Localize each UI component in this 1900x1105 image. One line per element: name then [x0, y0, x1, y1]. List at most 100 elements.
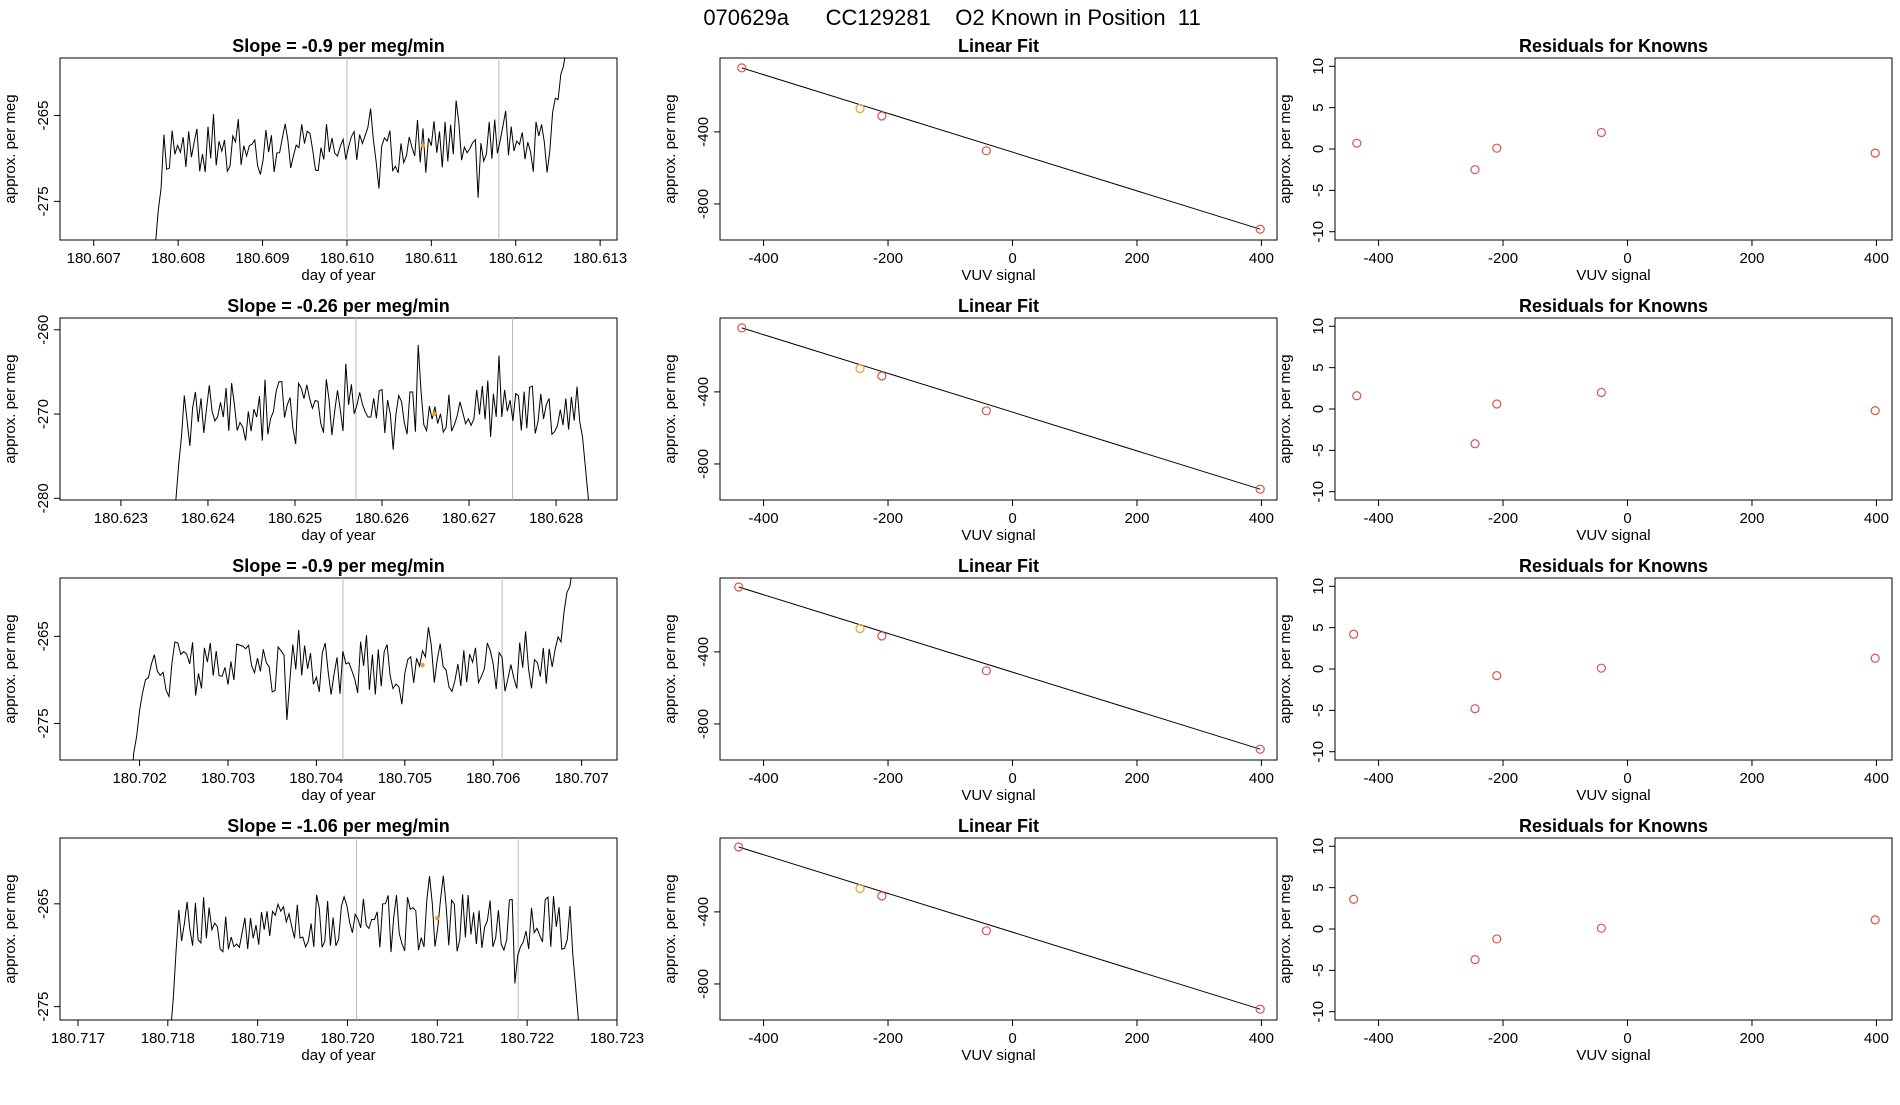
plot-frame — [1334, 317, 1893, 501]
x-tick-label: 200 — [1124, 250, 1149, 267]
x-axis-label: day of year — [301, 1047, 375, 1064]
x-axis-label: VUV signal — [1576, 1047, 1650, 1064]
x-tick-label: -200 — [873, 250, 903, 267]
x-tick-label: 400 — [1864, 770, 1889, 787]
y-axis-label: approx. per meg — [1277, 874, 1294, 983]
data-point — [1492, 399, 1502, 409]
chart-panel-residuals-2: Residuals for Knowns -400 -200 0 200 400 -10 -5… — [1277, 296, 1893, 544]
y-tick-label: 0 — [1310, 925, 1327, 933]
y-tick-label: 0 — [1310, 665, 1327, 673]
y-tick-label: 0 — [1310, 145, 1327, 153]
x-tick-label: 200 — [1739, 770, 1764, 787]
x-tick-label: -200 — [1488, 770, 1518, 787]
chart-panel-residuals-3: Residuals for Knowns -400 -200 0 200 400 -10 -5… — [1277, 556, 1893, 804]
x-tick-label: 180.628 — [529, 510, 583, 527]
x-tick-label: 180.626 — [355, 510, 409, 527]
plot-area — [1349, 894, 1880, 965]
plot-area — [1352, 387, 1880, 449]
plot-frame — [719, 577, 1278, 761]
x-tick-label: 180.719 — [231, 1030, 285, 1047]
panel-title: Linear Fit — [958, 816, 1039, 836]
x-tick-label: 180.720 — [320, 1030, 374, 1047]
x-tick-label: -400 — [1364, 250, 1394, 267]
y-tick-label: 5 — [1310, 363, 1327, 371]
y-axis-label: approx. per meg — [2, 94, 19, 203]
x-axis-label: VUV signal — [1576, 267, 1650, 284]
highlight-point — [420, 143, 426, 148]
data-point — [855, 623, 865, 634]
y-tick-label: -275 — [35, 708, 52, 738]
plot-area — [175, 318, 590, 500]
chart-panel-fit-4: Linear Fit -400 -200 0 200 400 -800 -400 VUV sig… — [662, 816, 1278, 1064]
x-axis-label: VUV signal — [1576, 787, 1650, 804]
panel-title: Slope = -0.9 per meg/min — [232, 556, 445, 576]
plot-area — [171, 838, 579, 1020]
data-point — [855, 883, 865, 894]
x-tick-label: -400 — [1364, 510, 1394, 527]
x-tick-label: 0 — [1008, 1030, 1016, 1047]
x-axis-label: day of year — [301, 267, 375, 284]
y-tick-label: -800 — [695, 709, 712, 739]
plot-area — [734, 842, 1265, 1014]
x-axis-label: day of year — [301, 787, 375, 804]
y-tick-label: -10 — [1310, 1001, 1327, 1023]
x-tick-label: 400 — [1864, 1030, 1889, 1047]
x-tick-label: 180.706 — [466, 770, 520, 787]
y-tick-label: -10 — [1310, 741, 1327, 763]
x-tick-label: 180.707 — [555, 770, 609, 787]
x-tick-label: 200 — [1124, 510, 1149, 527]
data-point — [1596, 663, 1606, 673]
data-point — [1870, 406, 1880, 416]
panel-title: Linear Fit — [958, 556, 1039, 576]
data-point — [1470, 955, 1480, 965]
x-tick-label: -200 — [873, 510, 903, 527]
x-tick-label: 180.721 — [410, 1030, 464, 1047]
y-tick-label: 5 — [1310, 103, 1327, 111]
panel-title: Residuals for Knowns — [1519, 816, 1708, 836]
highlight-point — [420, 662, 425, 668]
y-tick-label: -265 — [35, 101, 52, 131]
y-tick-label: -5 — [1310, 444, 1327, 457]
data-point — [737, 323, 747, 333]
y-tick-label: -280 — [35, 483, 52, 513]
chart-panel-fit-3: Linear Fit -400 -200 0 200 400 -800 -400 VUV sig… — [662, 556, 1278, 804]
plot-area — [734, 582, 1265, 754]
y-axis-label: approx. per meg — [662, 94, 679, 203]
data-point — [1255, 744, 1265, 754]
y-axis-label: approx. per meg — [662, 354, 679, 463]
x-tick-label: 180.704 — [289, 770, 343, 787]
y-tick-label: -270 — [35, 399, 52, 429]
y-tick-label: -10 — [1310, 221, 1327, 243]
y-tick-label: -265 — [35, 621, 52, 651]
data-point — [1870, 148, 1880, 158]
x-axis-label: VUV signal — [961, 787, 1035, 804]
figure-title: 070629a CC129281 O2 Known in Position 11 — [703, 5, 1200, 30]
plot-frame — [1334, 577, 1893, 761]
data-point — [981, 926, 991, 936]
x-axis-label: day of year — [301, 527, 375, 544]
y-tick-label: -400 — [695, 377, 712, 407]
panel-title: Slope = -1.06 per meg/min — [227, 816, 450, 836]
x-tick-label: -200 — [1488, 250, 1518, 267]
data-point — [877, 371, 887, 381]
fit-line — [741, 67, 1261, 230]
chart-panel-timeseries-2: Slope = -0.26 per meg/min 180.623 180.624 1… — [2, 296, 618, 544]
chart-panel-timeseries-1: Slope = -0.9 per meg/min 180.607 180.608 18… — [2, 36, 627, 284]
y-tick-label: -260 — [35, 315, 52, 345]
x-tick-label: -200 — [873, 770, 903, 787]
data-point — [1596, 127, 1606, 138]
x-tick-label: -400 — [749, 510, 779, 527]
chart-panel-timeseries-4: Slope = -1.06 per meg/min 180.717 180.718 1… — [2, 816, 644, 1064]
x-tick-label: 180.609 — [235, 250, 289, 267]
panel-title: Slope = -0.9 per meg/min — [232, 36, 445, 56]
x-tick-label: -200 — [873, 1030, 903, 1047]
x-tick-label: -200 — [1488, 1030, 1518, 1047]
x-tick-label: 0 — [1623, 250, 1631, 267]
x-tick-label: 0 — [1623, 510, 1631, 527]
y-tick-label: -275 — [35, 992, 52, 1022]
x-tick-label: 180.607 — [67, 250, 121, 267]
x-axis-label: VUV signal — [961, 1047, 1035, 1064]
x-tick-label: 200 — [1739, 510, 1764, 527]
data-point — [1492, 143, 1502, 153]
